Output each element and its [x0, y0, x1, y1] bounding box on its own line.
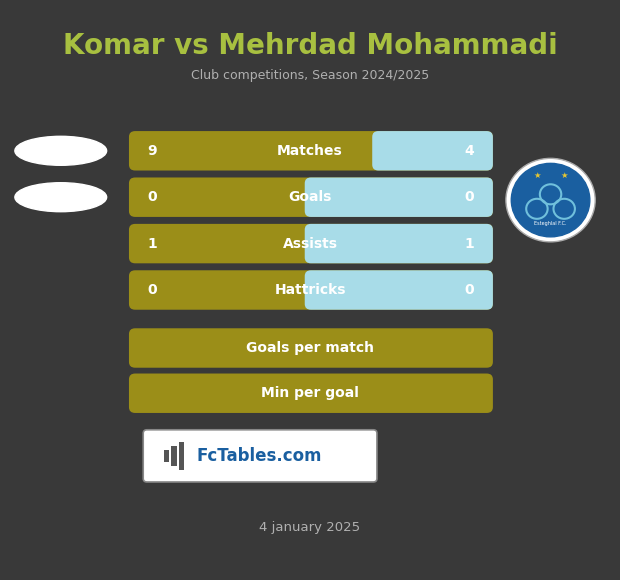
- Text: 0: 0: [464, 190, 474, 204]
- Text: 1: 1: [464, 237, 474, 251]
- Text: Goals per match: Goals per match: [246, 341, 374, 355]
- Polygon shape: [311, 183, 326, 211]
- Text: Hattricks: Hattricks: [274, 283, 346, 297]
- FancyBboxPatch shape: [304, 270, 493, 310]
- Circle shape: [512, 164, 590, 237]
- Text: Komar vs Mehrdad Mohammadi: Komar vs Mehrdad Mohammadi: [63, 32, 557, 60]
- Text: 4 january 2025: 4 january 2025: [259, 521, 361, 534]
- FancyBboxPatch shape: [304, 224, 493, 263]
- Ellipse shape: [15, 136, 107, 165]
- FancyBboxPatch shape: [129, 270, 493, 310]
- Text: FcTables.com: FcTables.com: [197, 447, 322, 465]
- FancyBboxPatch shape: [164, 450, 169, 462]
- FancyBboxPatch shape: [129, 131, 493, 171]
- Polygon shape: [378, 137, 394, 165]
- FancyBboxPatch shape: [143, 430, 377, 482]
- FancyBboxPatch shape: [179, 442, 184, 470]
- FancyBboxPatch shape: [171, 446, 177, 466]
- FancyBboxPatch shape: [129, 224, 493, 263]
- Text: 9: 9: [148, 144, 157, 158]
- Text: ★: ★: [533, 171, 541, 180]
- Text: Goals: Goals: [288, 190, 332, 204]
- Text: 0: 0: [464, 283, 474, 297]
- Text: Assists: Assists: [283, 237, 337, 251]
- FancyBboxPatch shape: [129, 177, 493, 217]
- Text: 4: 4: [464, 144, 474, 158]
- Text: Min per goal: Min per goal: [261, 386, 359, 400]
- Text: 0: 0: [148, 190, 157, 204]
- Polygon shape: [311, 276, 326, 304]
- Circle shape: [506, 158, 595, 242]
- FancyBboxPatch shape: [129, 374, 493, 413]
- FancyBboxPatch shape: [372, 131, 493, 171]
- FancyBboxPatch shape: [129, 328, 493, 368]
- Text: Esteghlal F.C.: Esteghlal F.C.: [534, 220, 567, 226]
- FancyBboxPatch shape: [304, 177, 493, 217]
- Polygon shape: [311, 230, 326, 258]
- Text: Matches: Matches: [277, 144, 343, 158]
- Text: ★: ★: [560, 171, 568, 180]
- Text: 1: 1: [148, 237, 157, 251]
- Text: Club competitions, Season 2024/2025: Club competitions, Season 2024/2025: [191, 69, 429, 82]
- Ellipse shape: [15, 183, 107, 212]
- Text: 0: 0: [148, 283, 157, 297]
